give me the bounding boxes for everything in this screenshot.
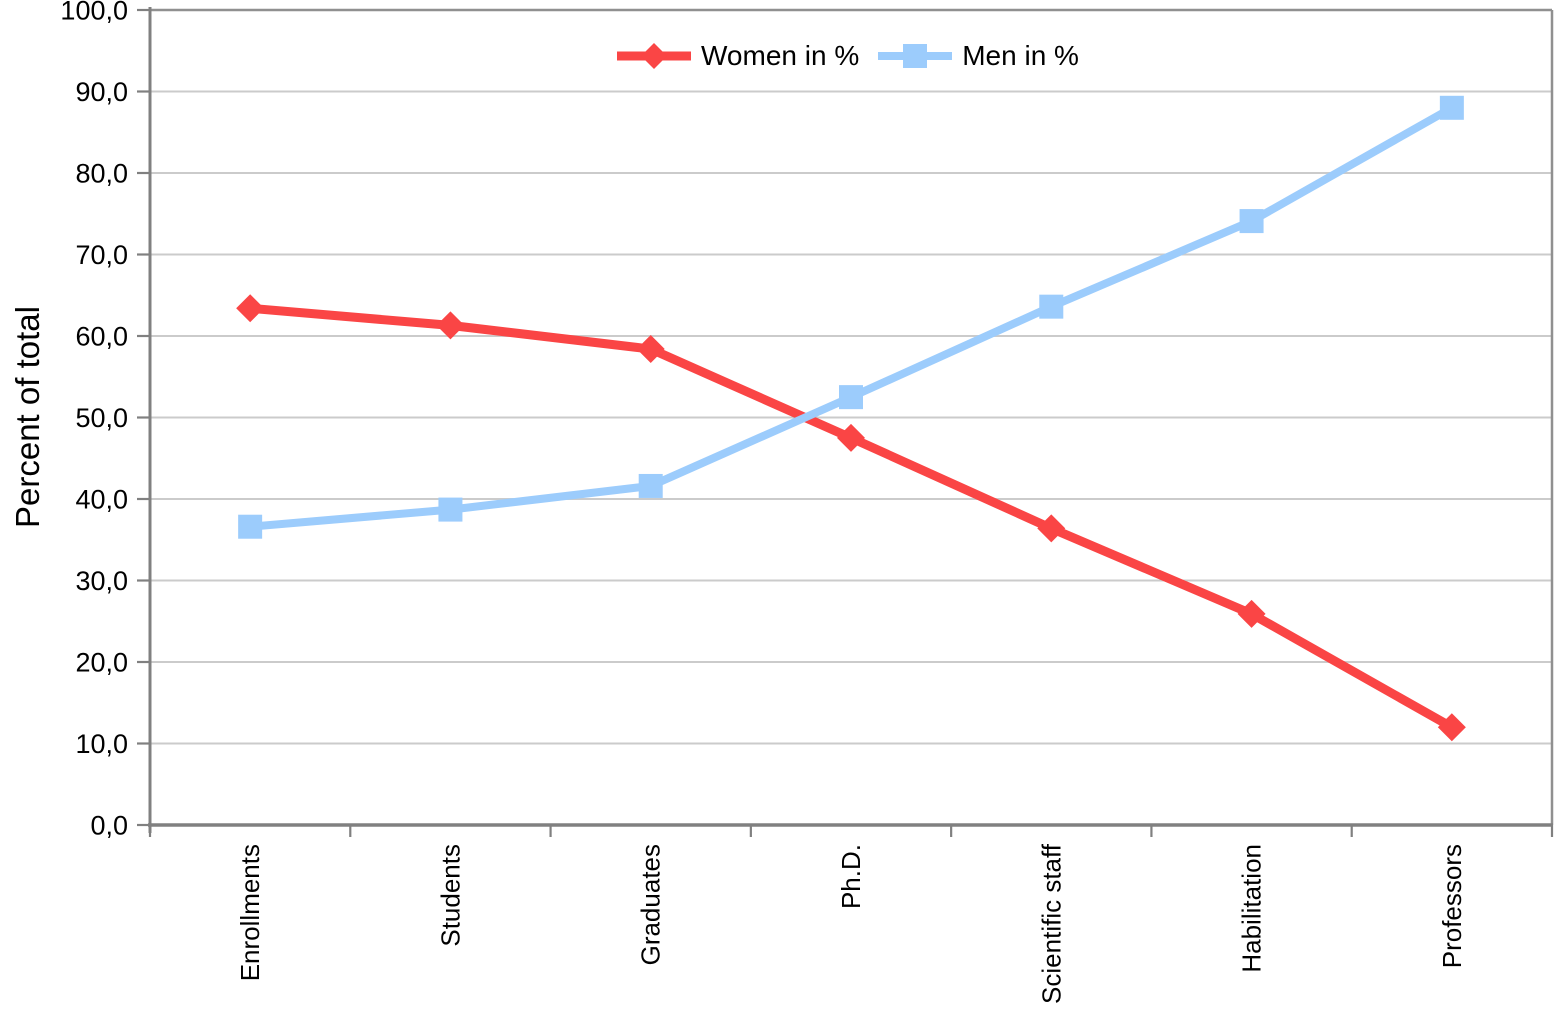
x-category-label-graduates: Graduates — [636, 844, 666, 965]
series-line-men — [249, 104, 1454, 531]
x-category-label-scientific-staff: Scientific staff — [1036, 843, 1066, 1004]
data-point-women-0 — [236, 294, 265, 323]
x-category-label-ph-d-: Ph.D. — [836, 844, 866, 909]
y-tick-label-50: 50,0 — [75, 403, 128, 433]
legend-swatch-men — [878, 44, 953, 68]
legend-marker-square-icon — [903, 44, 928, 68]
y-tick-label-100: 100,0 — [60, 0, 128, 26]
y-tick-label-10: 10,0 — [75, 729, 128, 759]
series-line-women — [249, 303, 1455, 732]
legend-swatch-women — [617, 43, 691, 69]
data-point-men-5 — [1239, 209, 1264, 234]
y-tick-label-40: 40,0 — [75, 485, 128, 515]
y-tick-label-20: 20,0 — [75, 648, 128, 678]
y-tick-label-0: 0,0 — [90, 811, 128, 841]
data-point-women-4 — [1037, 514, 1066, 543]
x-category-label-habilitation: Habilitation — [1237, 844, 1267, 973]
data-point-women-3 — [837, 423, 865, 452]
data-point-women-5 — [1237, 599, 1266, 628]
data-point-men-6 — [1439, 95, 1464, 120]
y-tick-label-70: 70,0 — [75, 240, 128, 270]
data-point-men-0 — [238, 514, 263, 539]
y-tick-label-90: 90,0 — [75, 77, 128, 107]
data-point-men-1 — [438, 497, 463, 522]
data-point-women-6 — [1437, 713, 1466, 742]
legend-label-men: Men in % — [962, 40, 1079, 71]
y-tick-label-60: 60,0 — [75, 322, 128, 352]
legend-marker-diamond-icon — [641, 43, 667, 69]
legend-item-men: Men in % — [875, 40, 1079, 72]
legend: Women in % Men in % — [614, 40, 1079, 72]
legend-label-women: Women in % — [701, 40, 860, 71]
data-point-men-3 — [839, 385, 863, 410]
x-category-label-professors: Professors — [1437, 844, 1467, 968]
y-tick-label-30: 30,0 — [75, 566, 128, 596]
legend-item-women: Women in % — [614, 40, 859, 72]
x-category-label-students: Students — [435, 844, 465, 947]
x-category-label-enrollments: Enrollments — [235, 844, 265, 981]
data-point-women-1 — [436, 311, 465, 340]
data-point-men-4 — [1039, 294, 1064, 319]
data-point-women-2 — [636, 335, 665, 364]
data-point-men-2 — [638, 473, 663, 498]
y-tick-label-80: 80,0 — [75, 159, 128, 189]
